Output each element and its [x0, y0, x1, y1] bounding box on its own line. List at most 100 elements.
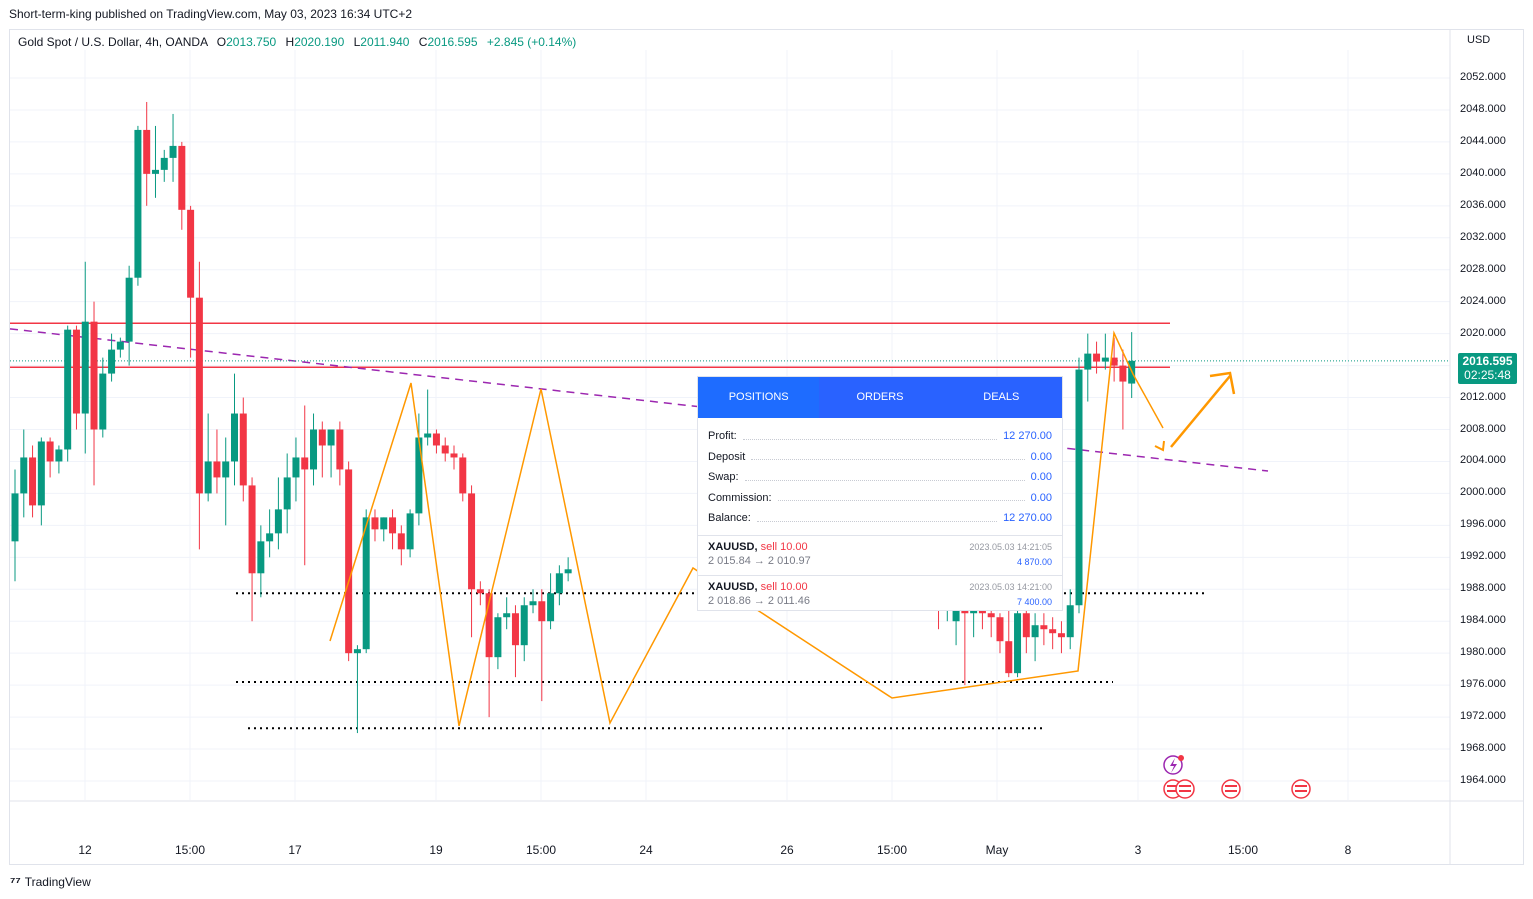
commission-label: Commission:	[708, 491, 772, 504]
swap-value: 0.00	[1030, 471, 1052, 484]
symbol-legend[interactable]: Gold Spot / U.S. Dollar, 4h, OANDA O2013…	[18, 35, 576, 49]
deal-item[interactable]: XAUUSD, sell 10.00 2 018.86 → 2 011.46 2…	[698, 574, 1062, 615]
candle-up	[564, 569, 572, 574]
deal-item[interactable]: XAUUSD, sell 10.00 2 015.84 → 2 010.97 2…	[698, 534, 1062, 575]
x-tick-label: 15:00	[174, 843, 206, 857]
arrow-down-icon	[1154, 440, 1165, 452]
candle-down	[996, 617, 1004, 642]
currency-label[interactable]: USD	[1467, 34, 1491, 46]
candle-down	[432, 433, 440, 446]
y-tick-label: 1972.000	[1460, 710, 1506, 723]
x-tick-label: May	[985, 843, 1009, 857]
candle-up	[37, 441, 45, 506]
x-tick-label: 15:00	[876, 843, 908, 857]
deal-amount: 7 400.00	[1016, 596, 1052, 607]
deal-time: 2023.05.03 14:21:00	[969, 581, 1052, 592]
deal-amount: 4 870.00	[1016, 556, 1052, 567]
candle-up	[1014, 613, 1022, 674]
deal-time: 2023.05.03 14:21:05	[969, 541, 1052, 552]
y-tick-label: 2040.000	[1460, 166, 1506, 179]
candle-up	[555, 573, 563, 594]
y-tick-label: 1992.000	[1460, 550, 1506, 563]
candle-up	[380, 517, 388, 530]
x-tick-label: 24	[639, 843, 653, 857]
candle-down	[459, 457, 467, 494]
x-tick-label: 26	[780, 843, 794, 857]
candle-up	[257, 541, 265, 574]
flag-stripe	[1167, 785, 1179, 787]
y-tick-label: 1976.000	[1460, 678, 1506, 691]
open-label: O	[216, 35, 227, 49]
candle-up	[424, 433, 432, 438]
candle-up	[327, 429, 335, 446]
deal-symbol: XAUUSD,	[708, 540, 758, 553]
candle-up	[20, 457, 28, 494]
deal-prices: 2 015.84 → 2 010.97	[708, 554, 811, 567]
us-flag-icon	[1291, 779, 1311, 799]
deposit-row: Deposit 0.00	[708, 447, 1052, 468]
candle-up	[362, 517, 370, 650]
candle-down	[178, 145, 186, 210]
candle-down	[195, 297, 203, 494]
y-tick-label: 2032.000	[1460, 230, 1506, 243]
candle-up	[1031, 625, 1039, 638]
candle-up	[274, 509, 282, 534]
deal-side: sell 10.00	[760, 540, 808, 553]
tab-positions[interactable]: POSITIONS	[698, 377, 820, 418]
candle-up	[406, 513, 414, 550]
candle-up	[231, 413, 238, 462]
tradingview-logo-icon: ⁷⁷	[10, 874, 21, 889]
low-value: 2011.940	[360, 35, 410, 49]
deposit-label: Deposit	[708, 450, 746, 463]
zigzag-annotation	[329, 330, 1236, 727]
close-value: 2016.595	[427, 35, 478, 49]
candle-up	[204, 461, 212, 494]
balance-value: 12 270.00	[1003, 512, 1052, 525]
x-tick-label: 19	[429, 843, 443, 857]
close-label: C	[418, 35, 428, 49]
candle-up	[169, 145, 177, 158]
tab-orders[interactable]: ORDERS	[819, 377, 941, 418]
y-tick-label: 2020.000	[1460, 326, 1506, 339]
candle-down	[441, 445, 449, 454]
y-tick-label: 1984.000	[1460, 614, 1506, 627]
candle-down	[46, 441, 54, 462]
candle-up	[1101, 357, 1109, 362]
candle-up	[160, 157, 168, 170]
swap-label: Swap:	[708, 471, 739, 484]
candle-down	[987, 613, 995, 618]
candle-down	[1005, 641, 1013, 674]
candle-down	[450, 453, 458, 458]
profit-label: Profit:	[708, 430, 737, 443]
x-tick-label: 3	[1134, 843, 1142, 857]
y-tick-label: 1988.000	[1460, 582, 1506, 595]
us-flag-icon	[1221, 779, 1241, 799]
candle-down	[397, 533, 405, 550]
candle-down	[187, 209, 195, 298]
candle-down	[371, 517, 379, 530]
candle-up	[151, 169, 159, 174]
open-value: 2013.750	[226, 35, 277, 49]
tradingview-logo[interactable]: ⁷⁷ TradingView	[10, 874, 91, 889]
balance-row: Balance: 12 270.00	[708, 508, 1052, 529]
x-tick-label: 17	[288, 843, 302, 857]
trading-panel: POSITIONS ORDERS DEALS Profit: 12 270.00 …	[697, 376, 1063, 611]
last-price-tag: 2016.595 02:25:48	[1458, 353, 1517, 384]
candle-up	[283, 477, 291, 510]
y-tick-label: 2028.000	[1460, 262, 1506, 275]
x-tick-label: 12	[78, 843, 92, 857]
candle-down	[1022, 613, 1030, 638]
commission-value: 0.00	[1030, 491, 1052, 504]
y-tick-label: 2036.000	[1460, 198, 1506, 211]
tab-deals[interactable]: DEALS	[940, 377, 1062, 418]
candle-up	[11, 493, 19, 542]
x-tick-label: 15:00	[525, 843, 557, 857]
y-tick-label: 2044.000	[1460, 134, 1506, 147]
flag-stripe	[1225, 785, 1237, 787]
candle-up	[520, 605, 528, 646]
flag-stripe	[1179, 790, 1191, 792]
y-tick-label: 1980.000	[1460, 646, 1506, 659]
candle-down	[239, 413, 247, 486]
event-icons	[1163, 755, 1311, 799]
